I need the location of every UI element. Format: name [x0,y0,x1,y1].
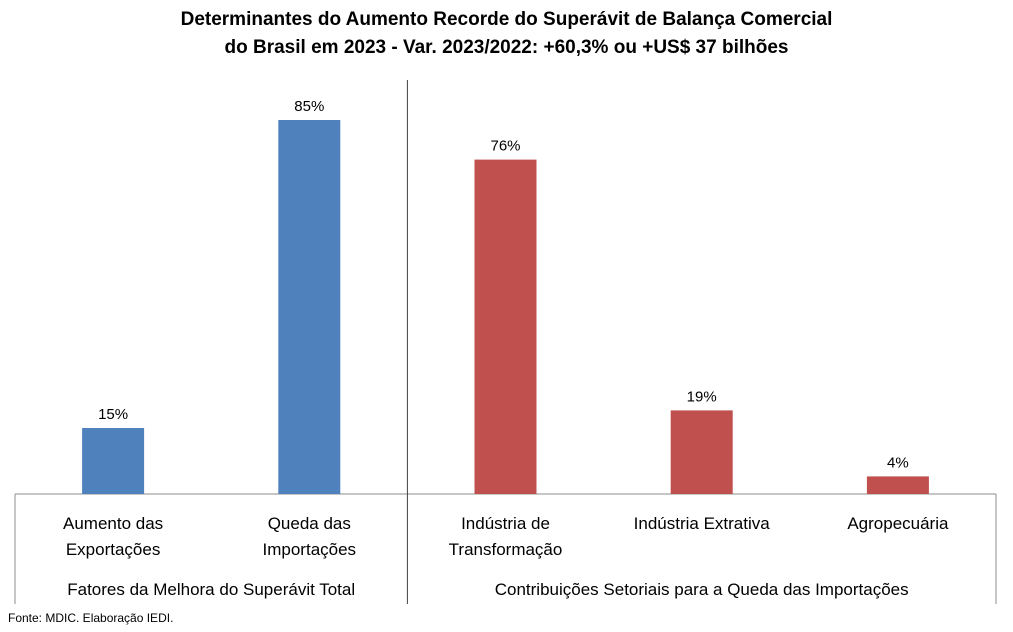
chart-title: Determinantes do Aumento Recorde do Supe… [0,6,1013,62]
bar [474,159,537,494]
chart-title-line-1: Determinantes do Aumento Recorde do Supe… [180,9,833,30]
category-label: Exportações [66,540,161,559]
group-label: Contribuições Setoriais para a Queda das… [495,580,909,599]
category-label: Importações [263,540,357,559]
category-label: Indústria de [461,514,550,533]
bar [670,410,733,494]
bar [866,476,929,494]
source-note: Fonte: MDIC. Elaboração IEDI. [8,611,174,625]
category-label: Transformação [449,540,563,559]
chart-title-line-2: do Brasil em 2023 - Var. 2023/2022: +60,… [224,37,789,58]
bar-group-1: 15% Aumento das Exportações 85% Queda das Imp… [63,98,356,599]
category-label: Agropecuária [847,514,949,533]
bar [278,120,341,494]
data-label: 85% [294,98,324,115]
bar [82,428,145,494]
data-label: 76% [490,138,520,155]
category-label: Aumento das [63,514,163,533]
category-label: Indústria Extrativa [634,514,771,533]
group-label: Fatores da Melhora do Superávit Total [67,580,355,599]
data-label: 19% [687,388,717,405]
data-label: 4% [887,454,909,471]
category-label: Queda das [268,514,351,533]
bar-group-2: 76% Indústria de Transformação 19% Indústria… [449,138,949,599]
data-label: 15% [98,406,128,423]
